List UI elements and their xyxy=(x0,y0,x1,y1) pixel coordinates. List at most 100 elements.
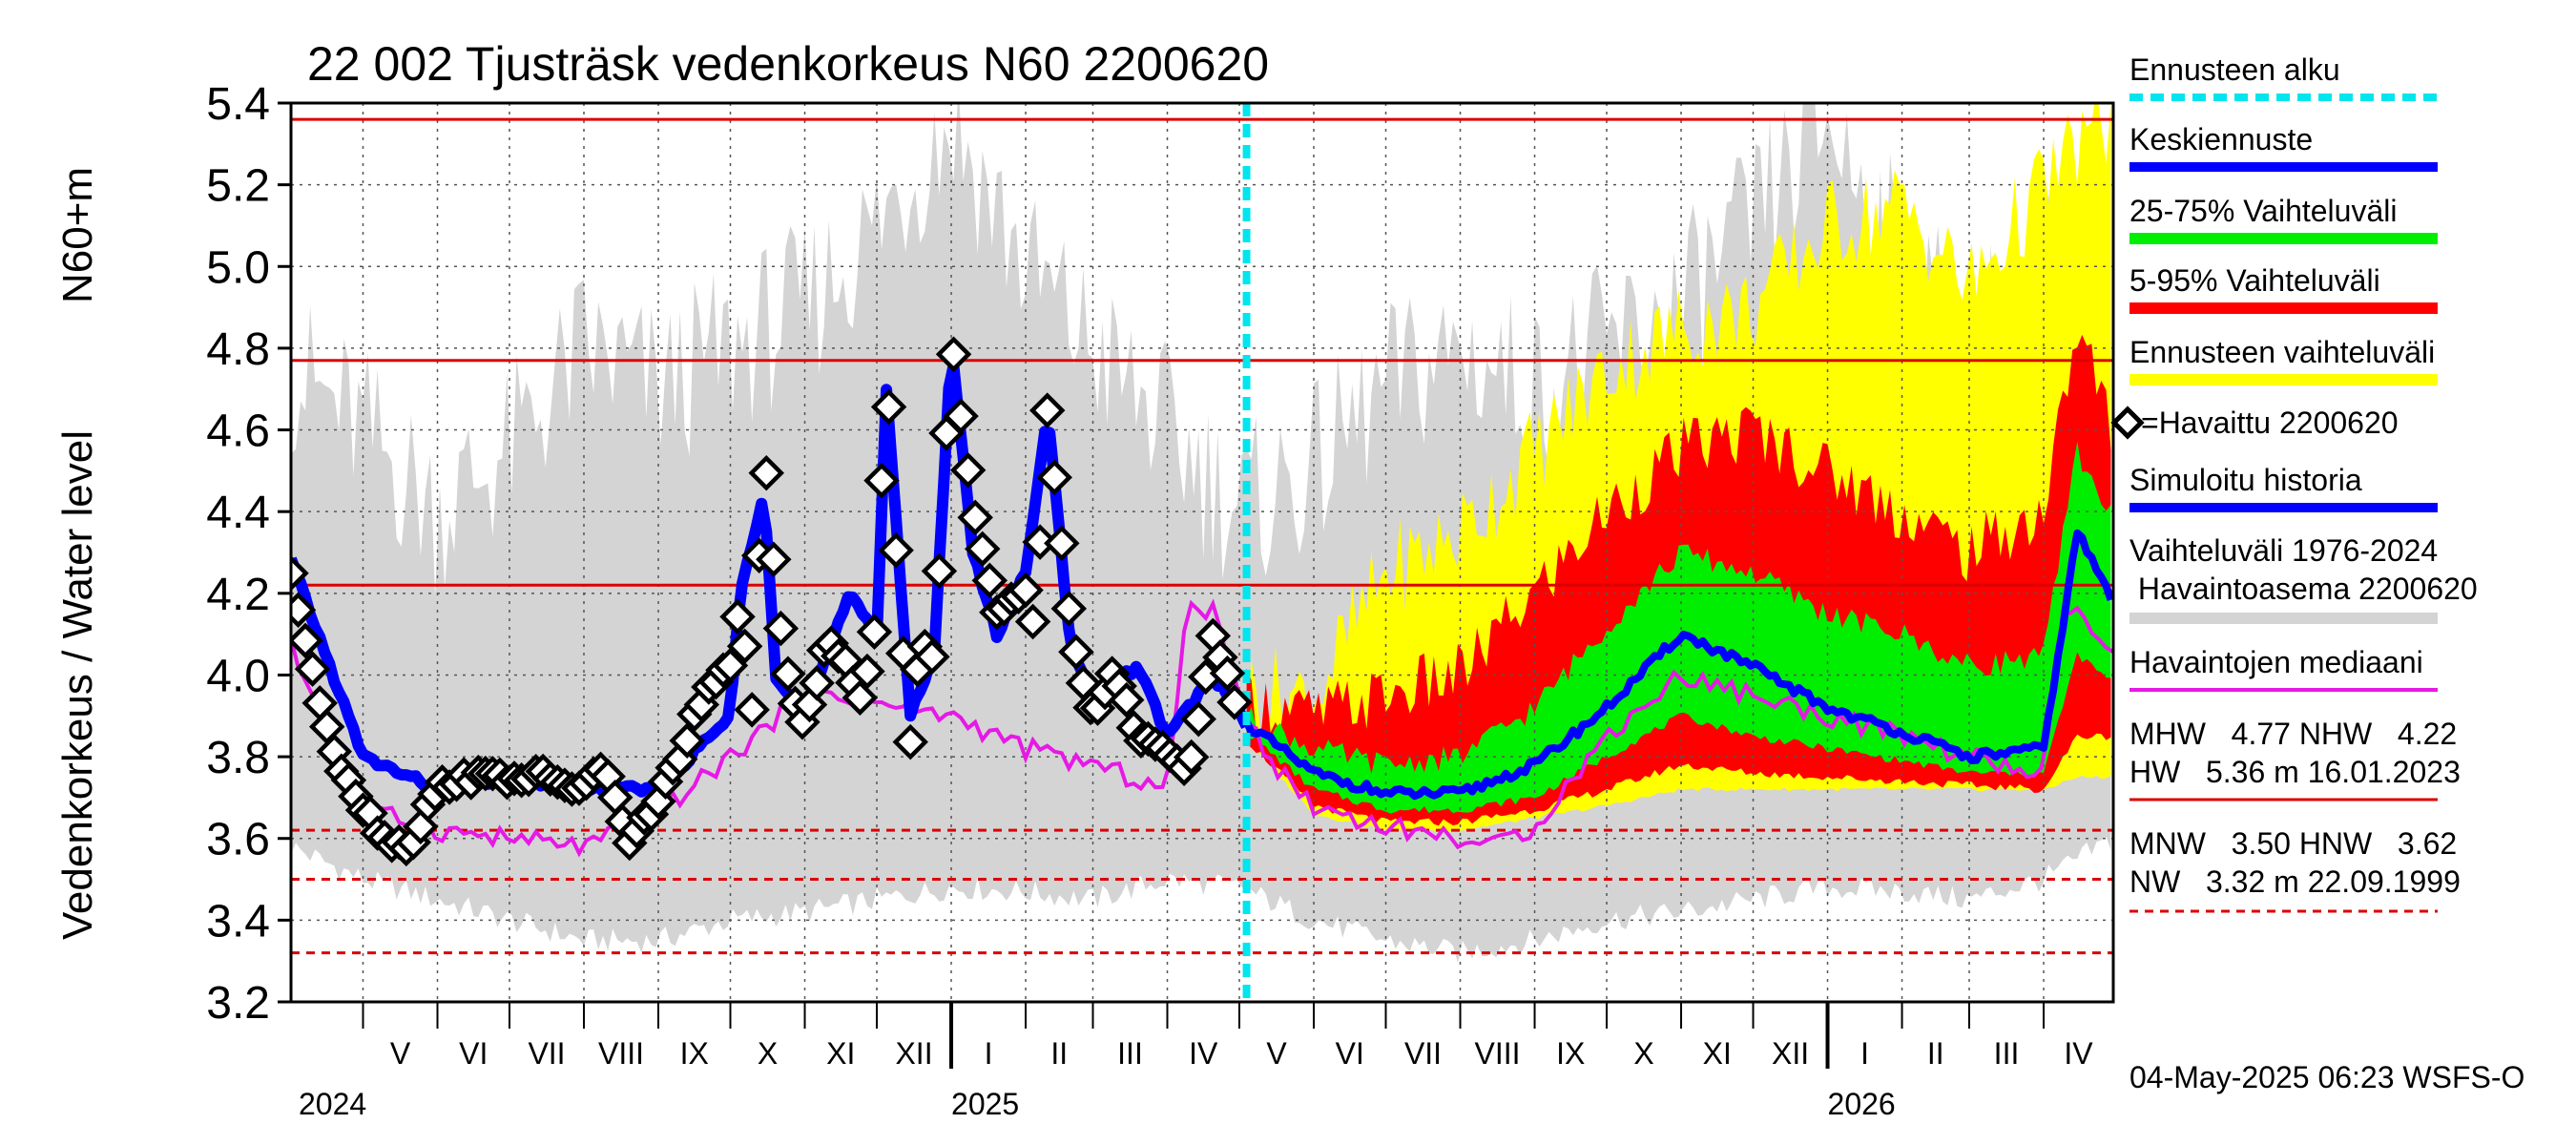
x-month-label: X xyxy=(1633,1036,1653,1071)
observed-point xyxy=(1058,634,1094,671)
observed-point xyxy=(770,656,806,693)
observed-point xyxy=(856,614,893,650)
legend-forecast-start: Ennusteen alku xyxy=(2129,52,2340,87)
observed-point xyxy=(921,552,958,590)
observed-point xyxy=(892,723,928,760)
forecast-p25-75-band xyxy=(1246,441,2111,814)
observed-point xyxy=(1036,459,1072,496)
observed-point xyxy=(669,722,705,759)
observed-point xyxy=(712,647,749,684)
legend-stats-hi-1: MHW 4.77 NHW 4.22 xyxy=(2129,717,2457,751)
x-month-label: XII xyxy=(1772,1036,1809,1071)
legend-stats-hi-2: HW 5.36 m 16.01.2023 xyxy=(2129,755,2461,789)
observed-point xyxy=(849,653,885,690)
x-month-label: II xyxy=(1927,1036,1944,1071)
observed-point xyxy=(291,592,317,628)
x-month-label: VI xyxy=(459,1036,488,1071)
legend-hist-line1: Vaihteluväli 1976-2024 xyxy=(2129,533,2438,568)
x-month-label: V xyxy=(390,1036,411,1071)
observed-point xyxy=(1028,392,1066,428)
x-month-label: X xyxy=(758,1036,778,1071)
x-year-label: 2024 xyxy=(299,1087,366,1121)
observed-point xyxy=(294,651,331,687)
legend-p05-95: 5-95% Vaihteluväli xyxy=(2129,263,2380,298)
legend: Ennusteen alku Keskiennuste 25-75% Vaiht… xyxy=(2110,52,2478,913)
x-month-label: XI xyxy=(826,1036,855,1071)
observed-point xyxy=(1173,739,1210,776)
legend-observed-marker xyxy=(2110,406,2145,440)
legend-p25-75: 25-75% Vaihteluväli xyxy=(2129,194,2397,228)
observed-point xyxy=(799,665,835,701)
observed-point xyxy=(965,531,1001,568)
x-month-label: III xyxy=(1994,1036,2020,1071)
observed-point xyxy=(726,628,763,665)
x-month-label: XII xyxy=(895,1036,932,1071)
x-month-label: I xyxy=(985,1036,993,1071)
forecast-mean-line xyxy=(1242,529,2113,801)
observed-point xyxy=(1209,655,1246,692)
observed-point xyxy=(957,499,993,536)
observed-point xyxy=(935,336,972,373)
x-month-label: V xyxy=(1266,1036,1287,1071)
plot-frame xyxy=(289,101,2115,1004)
observed-point xyxy=(748,454,784,491)
observed-point xyxy=(863,462,900,499)
x-month-label: IX xyxy=(1556,1036,1585,1071)
observed-point xyxy=(914,638,950,676)
chart-title: 22 002 Tjusträsk vedenkorkeus N60 220062… xyxy=(307,37,1269,91)
y-axis-label: Vedenkorkeus / Water level xyxy=(54,430,101,940)
observed-point xyxy=(719,598,756,635)
y-tick-label: 4.2 xyxy=(206,570,270,620)
legend-stats-lo-1: MNW 3.50 HNW 3.62 xyxy=(2129,826,2457,861)
y-tick-label: 5.0 xyxy=(206,242,270,293)
observed-point xyxy=(971,562,1008,599)
legend-observed: =Havaittu 2200620 xyxy=(2141,406,2399,440)
x-month-label: III xyxy=(1117,1036,1143,1071)
observed-point xyxy=(1014,603,1051,640)
x-month-label: IV xyxy=(1189,1036,1218,1071)
y-tick-label: 4.0 xyxy=(206,651,270,701)
median-line xyxy=(291,598,2113,858)
x-month-label: II xyxy=(1050,1036,1068,1071)
observed-point xyxy=(1044,525,1080,562)
plot-area xyxy=(289,101,2115,1004)
x-year-label: 2026 xyxy=(1828,1087,1896,1121)
x-month-label: I xyxy=(1860,1036,1869,1071)
x-year-label: 2025 xyxy=(951,1087,1019,1121)
observed-point xyxy=(943,398,979,434)
x-month-label: IV xyxy=(2064,1036,2093,1071)
observed-point xyxy=(734,692,770,728)
legend-simulated: Simuloitu historia xyxy=(2129,463,2362,497)
x-month-label: VIII xyxy=(1475,1036,1521,1071)
legend-mean: Keskiennuste xyxy=(2129,122,2313,156)
y-tick-label: 4.6 xyxy=(206,406,270,457)
y-tick-label: 5.4 xyxy=(206,79,270,130)
x-month-label: VIII xyxy=(598,1036,644,1071)
observed-point xyxy=(1180,700,1216,738)
legend-hist-line2: Havaintoasema 2200620 xyxy=(2129,572,2478,606)
y-tick-label: 4.4 xyxy=(206,488,270,538)
observed-point xyxy=(762,610,800,647)
y-tick-label: 5.2 xyxy=(206,161,270,212)
x-month-label: XI xyxy=(1703,1036,1732,1071)
legend-median: Havaintojen mediaani xyxy=(2129,645,2423,679)
observed-point xyxy=(841,679,879,716)
y-tick-label: 3.6 xyxy=(206,815,270,865)
x-month-label: VII xyxy=(528,1036,565,1071)
y-tick-label: 3.8 xyxy=(206,733,270,783)
x-month-label: VI xyxy=(1336,1036,1364,1071)
observed-point xyxy=(1050,591,1088,627)
observed-point xyxy=(1109,681,1145,718)
x-month-label: IX xyxy=(680,1036,709,1071)
legend-range: Ennusteen vaihteluväli xyxy=(2129,335,2435,369)
observed-point xyxy=(291,622,323,659)
x-month-label: VII xyxy=(1404,1036,1442,1071)
observed-point xyxy=(1022,524,1058,560)
observed-point xyxy=(1216,684,1253,720)
legend-stats-lo-2: NW 3.32 m 22.09.1999 xyxy=(2129,864,2461,899)
observed-point xyxy=(870,388,907,426)
y-axis-unit-label: N60+m xyxy=(54,167,101,303)
observed-point xyxy=(756,541,792,578)
y-tick-label: 3.2 xyxy=(206,978,270,1029)
